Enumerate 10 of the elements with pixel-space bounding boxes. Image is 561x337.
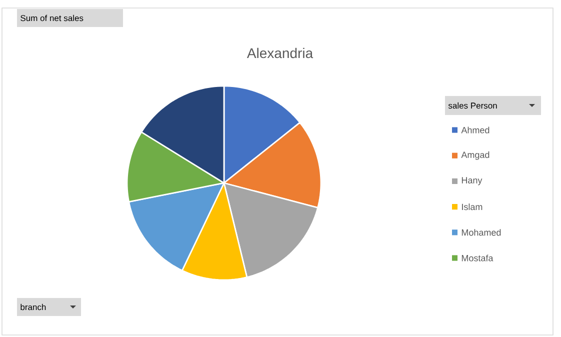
legend-label: Mostafa: [462, 254, 494, 262]
legend-label: Mohamed: [462, 229, 501, 236]
text: Sum of net sales: [20, 14, 84, 22]
legend-label: Amgad: [461, 151, 490, 160]
legend-label: Islam: [462, 203, 482, 210]
chart-title: Alexandria: [246, 48, 314, 58]
text: branch: [20, 304, 46, 310]
legend-label: Ahmed: [461, 126, 490, 134]
legend-label: Hany: [462, 177, 482, 186]
legend-title: sales Person: [448, 102, 497, 109]
